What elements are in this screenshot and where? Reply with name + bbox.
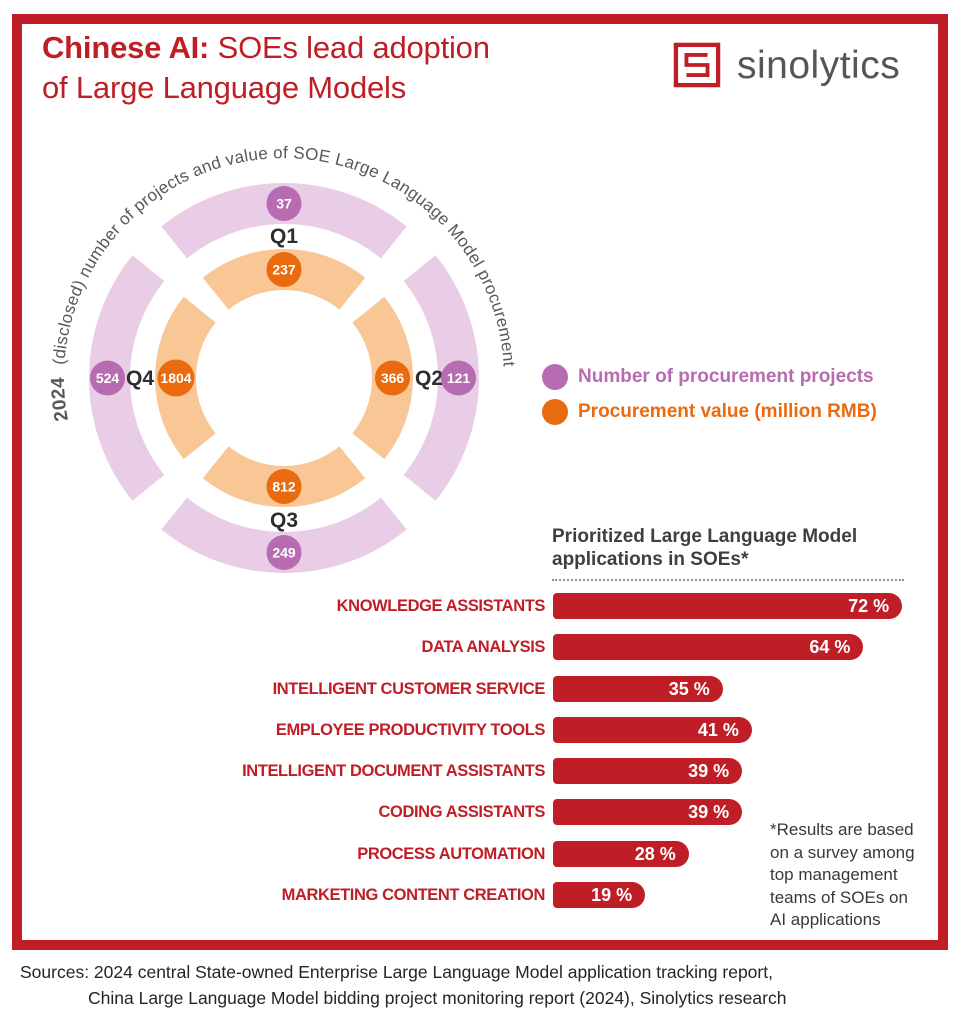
bar-label: DATA ANALYSIS xyxy=(421,638,546,657)
value-value-q1: 237 xyxy=(272,262,296,278)
bar-value: 39 % xyxy=(688,802,730,823)
projects-value-q2: 121 xyxy=(447,370,471,386)
value-badge-q4 xyxy=(157,359,195,397)
value-value-q4: 1804 xyxy=(160,370,191,386)
legend-projects: Number of procurement projects xyxy=(542,364,874,390)
bar-chart-heading: Prioritized Large Language Model applica… xyxy=(552,525,904,581)
projects-value-q4: 524 xyxy=(96,370,120,386)
bar-value: 19 % xyxy=(591,885,633,906)
bar-value: 72 % xyxy=(848,596,890,616)
curved-title-year: 2024 xyxy=(48,377,73,423)
bar-row: INTELLIGENT DOCUMENT ASSISTANTS 39 % xyxy=(0,758,961,785)
survey-footnote: *Results are based on a survey among top… xyxy=(770,819,915,932)
bar-chart-heading-line1: Prioritized Large Language Model xyxy=(552,526,858,547)
page-title: Chinese AI: SOEs lead adoption of Large … xyxy=(42,28,490,108)
footnote-line: top management xyxy=(770,865,898,884)
legend-projects-label: Number of procurement projects xyxy=(578,366,874,387)
ring-chart: 2024 (disclosed) number of projects and … xyxy=(48,143,518,573)
bar: 41 % xyxy=(553,716,752,743)
bar-label: INTELLIGENT CUSTOMER SERVICE xyxy=(272,679,546,698)
bar-value: 64 % xyxy=(809,637,851,658)
projects-badge-q1 xyxy=(266,186,302,221)
brand-wordmark: sinolytics xyxy=(737,44,901,87)
page-title-regular: SOEs lead adoption xyxy=(209,30,490,65)
value-badge-q1 xyxy=(266,252,302,287)
sources-line1: Sources: 2024 central State-owned Enterp… xyxy=(20,962,773,982)
orange-dot-icon xyxy=(542,399,568,425)
legend-value-label: Procurement value (million RMB) xyxy=(578,401,877,422)
footnote-line: on a survey among xyxy=(770,842,915,862)
bar: 19 % xyxy=(553,882,646,909)
bar: 64 % xyxy=(553,634,864,661)
footnote-line: teams of SOEs on xyxy=(770,887,908,907)
bar-row: KNOWLEDGE ASSISTANTS 72 % xyxy=(0,593,961,619)
quarter-label-q1: Q1 xyxy=(270,225,298,248)
bar: 35 % xyxy=(553,675,723,702)
bar-label: KNOWLEDGE ASSISTANTS xyxy=(336,597,546,615)
bar-chart: KNOWLEDGE ASSISTANTS 72 % DATA ANALYSIS … xyxy=(0,593,961,909)
bar-value: 28 % xyxy=(634,843,676,864)
footnote-line: AI applications xyxy=(770,910,881,929)
bar-row: DATA ANALYSIS 64 % xyxy=(0,634,961,661)
footnote-line: *Results are based xyxy=(770,820,914,839)
bar-row: EMPLOYEE PRODUCTIVITY TOOLS 41 % xyxy=(0,716,961,743)
sources: Sources: 2024 central State-owned Enterp… xyxy=(20,960,786,1011)
value-value-q2: 366 xyxy=(381,370,405,386)
bar-row: MARKETING CONTENT CREATION 19 % xyxy=(0,882,961,909)
bar: 28 % xyxy=(553,840,689,867)
bar-value: 39 % xyxy=(688,761,730,782)
sinolytics-logo-icon xyxy=(673,42,721,88)
bar-label: PROCESS AUTOMATION xyxy=(357,844,545,863)
bar-label: EMPLOYEE PRODUCTIVITY TOOLS xyxy=(275,720,546,739)
quarter-label-q2: Q2 xyxy=(415,367,443,390)
bar-value: 41 % xyxy=(697,719,739,740)
quarter-label-q4: Q4 xyxy=(126,367,154,390)
sources-line2: China Large Language Model bidding proje… xyxy=(88,987,787,1008)
projects-badge-q3 xyxy=(266,535,302,570)
value-value-q3: 812 xyxy=(272,479,296,495)
bar-label: CODING ASSISTANTS xyxy=(378,803,546,822)
bar-row: CODING ASSISTANTS 39 % xyxy=(0,799,961,826)
red-border-frame xyxy=(12,14,948,950)
bar: 72 % xyxy=(553,593,903,619)
bar-row: PROCESS AUTOMATION 28 % xyxy=(0,840,961,867)
quarter-label-q3: Q3 xyxy=(270,509,298,532)
bar: 39 % xyxy=(553,799,743,826)
page-title-line2: of Large Language Models xyxy=(42,70,407,105)
projects-badge-q2 xyxy=(441,360,476,396)
bar-label: INTELLIGENT DOCUMENT ASSISTANTS xyxy=(242,762,545,781)
bar-chart-heading-line2: applications in SOEs* xyxy=(552,549,749,570)
purple-dot-icon xyxy=(542,364,568,390)
value-badge-q3 xyxy=(266,469,302,504)
page-title-bold: Chinese AI: xyxy=(42,30,210,65)
bar-row: INTELLIGENT CUSTOMER SERVICE 35 % xyxy=(0,675,961,702)
value-badge-q2 xyxy=(375,360,410,396)
bar: 39 % xyxy=(553,758,743,785)
projects-value-q3: 249 xyxy=(272,545,296,561)
projects-badge-q4 xyxy=(90,360,125,396)
projects-value-q1: 37 xyxy=(276,196,292,212)
bar-label: MARKETING CONTENT CREATION xyxy=(281,886,546,905)
legend-value: Procurement value (million RMB) xyxy=(542,399,877,425)
bar-value: 35 % xyxy=(668,678,710,699)
